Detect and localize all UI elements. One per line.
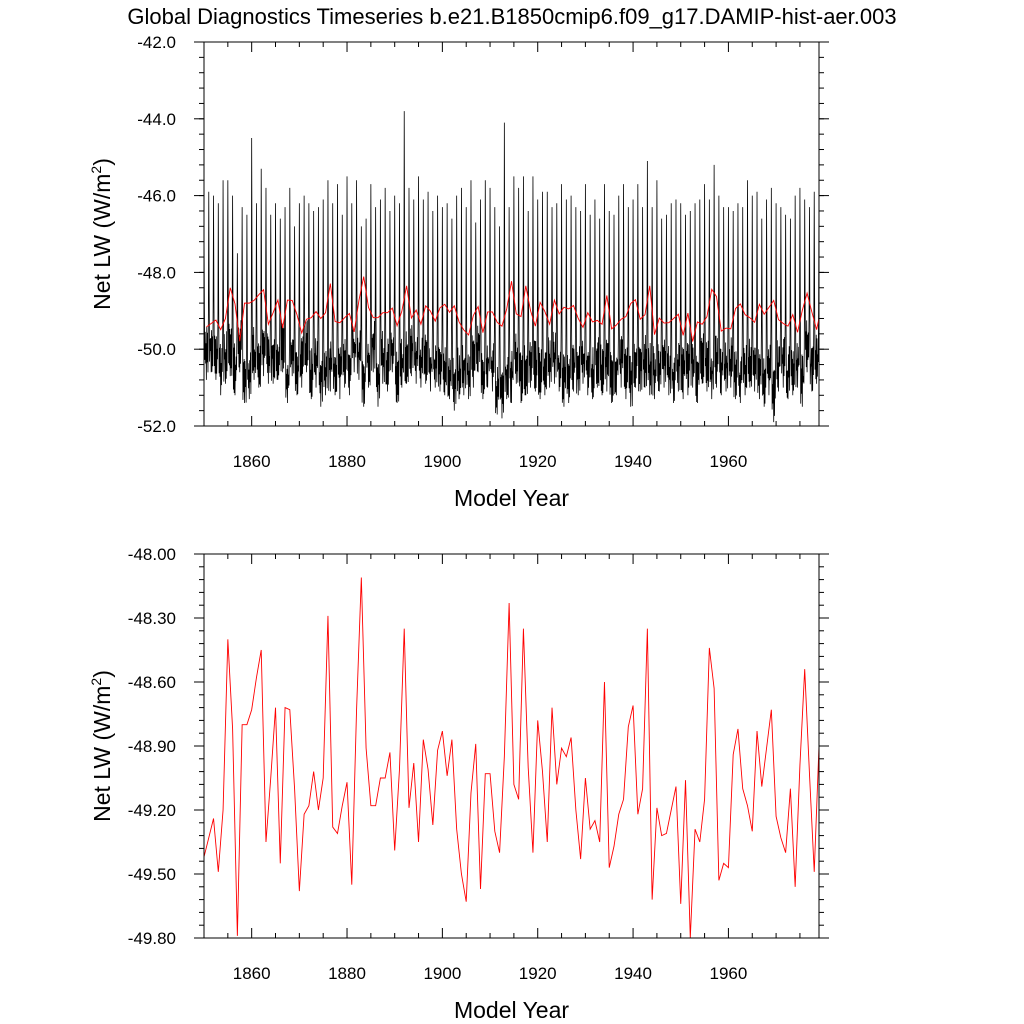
bottom-ytick-label: -49.80	[128, 929, 176, 948]
top-ytick-label: -46.0	[137, 187, 176, 206]
bottom-xtick-label: 1860	[233, 964, 271, 983]
top-tick-labels: 1860 1880 1900 1920 1940 1960 -42.0 -44.0 -46.0 -…	[137, 33, 747, 471]
bottom-xtick-label: 1880	[328, 964, 366, 983]
top-ytick-label: -48.0	[137, 263, 176, 282]
top-xtick-label: 1920	[519, 452, 557, 471]
bottom-ytick-label: -49.50	[128, 865, 176, 884]
bottom-xtick-label: 1900	[423, 964, 461, 983]
top-tick-marks	[194, 41, 829, 427]
top-xtick-label: 1900	[423, 452, 461, 471]
annual-mean-overlay-line	[206, 276, 819, 342]
bottom-ytick-label: -48.30	[128, 609, 176, 628]
bottom-tick-labels: 1860 1880 1900 1920 1940 1960 -48.00 -48.30 -48.…	[128, 545, 748, 983]
annual-net-lw-line	[204, 577, 819, 938]
bottom-xtick-label: 1960	[710, 964, 748, 983]
top-panel-chart: 1860 1880 1900 1920 1940 1960 -42.0 -44.0 -46.0 -…	[88, 33, 829, 511]
bottom-ytick-label: -49.20	[128, 801, 176, 820]
bottom-plot-frame	[203, 553, 820, 939]
top-x-axis-label: Model Year	[454, 485, 569, 511]
top-ytick-label: -52.0	[137, 417, 176, 436]
chart-title: Global Diagnostics Timeseries b.e21.B185…	[127, 4, 896, 29]
bottom-ytick-label: -48.60	[128, 673, 176, 692]
bottom-ytick-label: -48.90	[128, 737, 176, 756]
top-xtick-label: 1880	[328, 452, 366, 471]
bottom-panel-chart: 1860 1880 1900 1920 1940 1960 -48.00 -48.30 -48.…	[88, 545, 829, 1023]
top-xtick-label: 1960	[710, 452, 748, 471]
bottom-series-layer	[204, 577, 819, 938]
bottom-xtick-label: 1940	[614, 964, 652, 983]
bottom-tick-marks	[194, 553, 829, 939]
top-xtick-label: 1940	[614, 452, 652, 471]
bottom-xtick-label: 1920	[519, 964, 557, 983]
bottom-y-axis-label: Net LW (W/m2)	[88, 670, 115, 822]
top-plot-frame	[203, 41, 820, 427]
top-xtick-label: 1860	[233, 452, 271, 471]
top-ytick-label: -42.0	[137, 33, 176, 52]
bottom-x-axis-label: Model Year	[454, 997, 569, 1023]
top-ytick-label: -50.0	[137, 340, 176, 359]
top-series-layer	[204, 111, 819, 423]
top-ytick-label: -44.0	[137, 110, 176, 129]
monthly-net-lw-line	[204, 111, 819, 423]
top-y-axis-label: Net LW (W/m2)	[88, 158, 115, 310]
bottom-ytick-label: -48.00	[128, 545, 176, 564]
